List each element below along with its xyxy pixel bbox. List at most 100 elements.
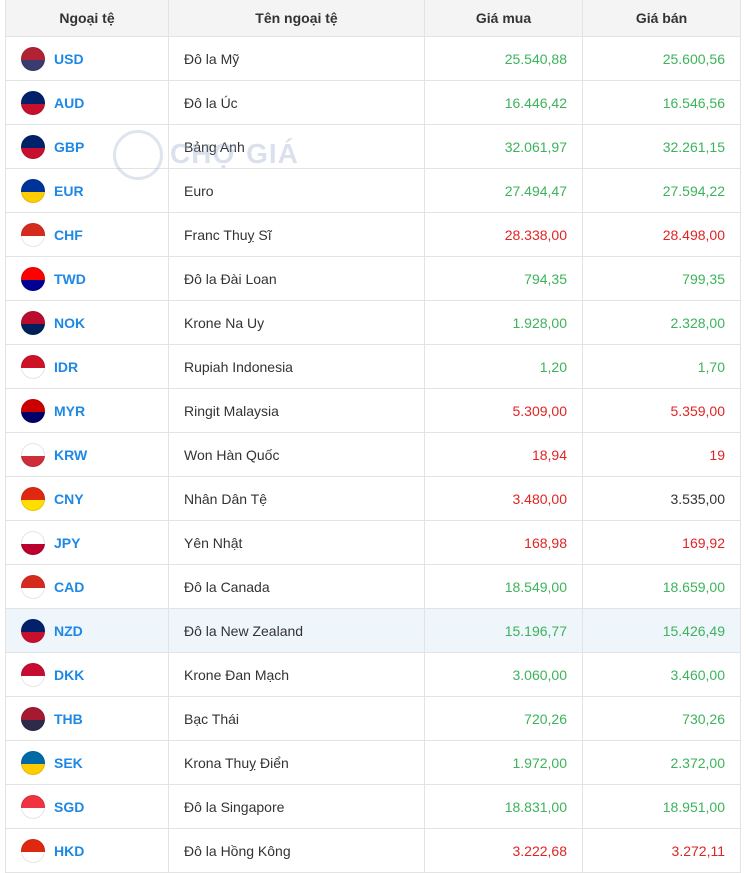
currency-code: THB (5, 697, 169, 741)
buy-price: 32.061,97 (425, 125, 583, 169)
buy-price: 794,35 (425, 257, 583, 301)
flag-icon (21, 751, 45, 775)
currency-code: SEK (5, 741, 169, 785)
currency-name: Krone Đan Mạch (169, 653, 425, 697)
code-text: SEK (54, 754, 83, 771)
flag-icon (21, 223, 45, 247)
currency-name: Đô la New Zealand (169, 609, 425, 653)
sell-price: 3.272,11 (583, 829, 741, 873)
code-text: MYR (54, 402, 86, 419)
currency-name: Đô la Canada (169, 565, 425, 609)
column-header: Ngoại tệ (5, 0, 169, 37)
currency-code: IDR (5, 345, 169, 389)
currency-code: DKK (5, 653, 169, 697)
currency-name: Ringit Malaysia (169, 389, 425, 433)
code-text: DKK (54, 666, 85, 683)
currency-code: TWD (5, 257, 169, 301)
buy-price: 3.222,68 (425, 829, 583, 873)
code-text: CNY (54, 490, 84, 507)
flag-icon (21, 663, 45, 687)
currency-code: CHF (5, 213, 169, 257)
buy-price: 1,20 (425, 345, 583, 389)
flag-icon (21, 707, 45, 731)
currency-code: KRW (5, 433, 169, 477)
code-text: EUR (54, 182, 84, 199)
code-text: KRW (54, 446, 88, 463)
flag-icon (21, 267, 45, 291)
code-text: GBP (54, 138, 85, 155)
buy-price: 15.196,77 (425, 609, 583, 653)
buy-price: 1.928,00 (425, 301, 583, 345)
currency-name: Đô la Hồng Kông (169, 829, 425, 873)
sell-price: 25.600,56 (583, 37, 741, 81)
currency-name: Franc Thuỵ Sĩ (169, 213, 425, 257)
flag-icon (21, 795, 45, 819)
flag-icon (21, 399, 45, 423)
currency-code: USD (5, 37, 169, 81)
code-text: IDR (54, 358, 79, 375)
column-header: Giá bán (583, 0, 741, 37)
buy-price: 28.338,00 (425, 213, 583, 257)
currency-code: MYR (5, 389, 169, 433)
buy-price: 5.309,00 (425, 389, 583, 433)
code-text: CAD (54, 578, 85, 595)
buy-price: 18,94 (425, 433, 583, 477)
currency-name: Euro (169, 169, 425, 213)
buy-price: 18.831,00 (425, 785, 583, 829)
flag-icon (21, 619, 45, 643)
currency-name: Yên Nhật (169, 521, 425, 565)
buy-price: 3.480,00 (425, 477, 583, 521)
sell-price: 15.426,49 (583, 609, 741, 653)
column-header: Tên ngoại tệ (169, 0, 425, 37)
buy-price: 720,26 (425, 697, 583, 741)
currency-name: Rupiah Indonesia (169, 345, 425, 389)
buy-price: 25.540,88 (425, 37, 583, 81)
currency-code: CNY (5, 477, 169, 521)
sell-price: 2.372,00 (583, 741, 741, 785)
currency-code: CAD (5, 565, 169, 609)
buy-price: 27.494,47 (425, 169, 583, 213)
sell-price: 27.594,22 (583, 169, 741, 213)
sell-price: 19 (583, 433, 741, 477)
buy-price: 16.446,42 (425, 81, 583, 125)
sell-price: 799,35 (583, 257, 741, 301)
flag-icon (21, 47, 45, 71)
sell-price: 5.359,00 (583, 389, 741, 433)
currency-name: Bạc Thái (169, 697, 425, 741)
currency-name: Bảng Anh (169, 125, 425, 169)
code-text: SGD (54, 798, 85, 815)
sell-price: 730,26 (583, 697, 741, 741)
flag-icon (21, 91, 45, 115)
currency-name: Won Hàn Quốc (169, 433, 425, 477)
currency-name: Đô la Mỹ (169, 37, 425, 81)
currency-code: HKD (5, 829, 169, 873)
code-text: CHF (54, 226, 83, 243)
watermark-logo (113, 130, 163, 180)
flag-icon (21, 839, 45, 863)
buy-price: 168,98 (425, 521, 583, 565)
flag-icon (21, 487, 45, 511)
code-text: JPY (54, 534, 81, 551)
currency-code: SGD (5, 785, 169, 829)
currency-code: AUD (5, 81, 169, 125)
column-header: Giá mua (425, 0, 583, 37)
code-text: AUD (54, 94, 85, 111)
buy-price: 18.549,00 (425, 565, 583, 609)
code-text: NOK (54, 314, 86, 331)
flag-icon (21, 443, 45, 467)
currency-name: Đô la Úc (169, 81, 425, 125)
sell-price: 169,92 (583, 521, 741, 565)
sell-price: 3.535,00 (583, 477, 741, 521)
sell-price: 2.328,00 (583, 301, 741, 345)
currency-code: NZD (5, 609, 169, 653)
code-text: NZD (54, 622, 83, 639)
code-text: USD (54, 50, 84, 67)
flag-icon (21, 311, 45, 335)
sell-price: 3.460,00 (583, 653, 741, 697)
code-text: THB (54, 710, 83, 727)
flag-icon (21, 135, 45, 159)
currency-name: Nhân Dân Tệ (169, 477, 425, 521)
currency-name: Đô la Singapore (169, 785, 425, 829)
flag-icon (21, 179, 45, 203)
